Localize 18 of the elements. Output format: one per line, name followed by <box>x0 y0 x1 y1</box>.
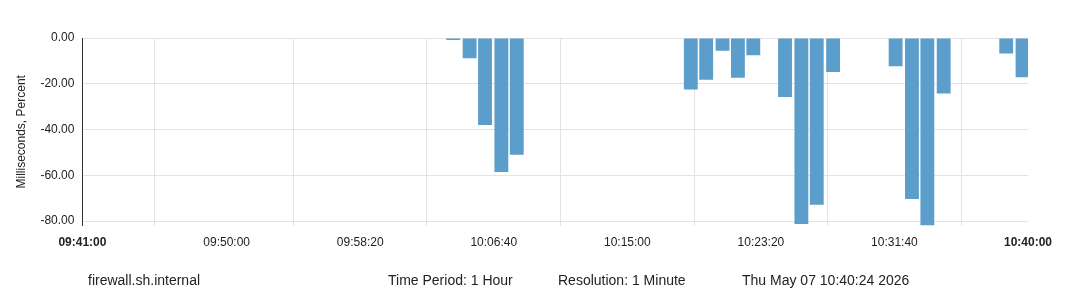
text: Time Period: 1 Hour <box>388 272 513 288</box>
text: firewall.sh.internal <box>88 272 201 288</box>
y-tick-label: 0.00 <box>51 30 75 45</box>
y-tick-label: -60.00 <box>40 167 75 182</box>
x-tick-label: 09:58:20 <box>336 235 384 250</box>
x-tick-label: 10:31:40 <box>871 235 919 250</box>
y-tick-label: -80.00 <box>40 213 75 228</box>
y-axis-title: Milliseconds, Percent <box>13 74 28 189</box>
x-tick-label: 09:41:00 <box>58 235 107 250</box>
x-tick-label: 09:50:00 <box>203 235 251 250</box>
text: Resolution: 1 Minute <box>558 272 686 288</box>
x-tick-label: 10:15:00 <box>603 235 652 250</box>
x-tick-label: 10:40:00 <box>1003 235 1053 250</box>
x-tick-label: 10:23:20 <box>737 235 785 250</box>
text: Thu May 07 10:40:24 2026 <box>742 272 910 288</box>
y-tick-label: -20.00 <box>40 76 75 91</box>
y-tick-label: -40.00 <box>40 121 75 136</box>
x-tick-label: 10:06:40 <box>470 235 518 250</box>
